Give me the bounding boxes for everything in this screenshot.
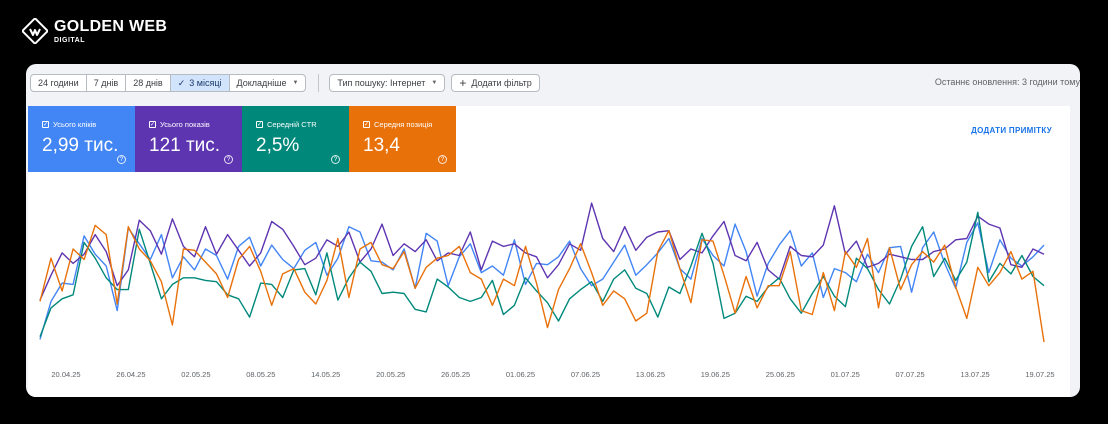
series-line-2 bbox=[39, 211, 1045, 338]
x-tick-label: 19.07.25 bbox=[1025, 370, 1054, 379]
help-icon[interactable]: ? bbox=[331, 155, 340, 164]
add-filter-button[interactable]: + Додати фільтр bbox=[451, 74, 540, 92]
plus-icon: + bbox=[459, 76, 467, 90]
metric-impressions-value: 121 тис. bbox=[149, 135, 221, 156]
x-tick-label: 07.07.25 bbox=[895, 370, 924, 379]
brand-name: GOLDEN WEB bbox=[54, 17, 168, 35]
caret-down-icon: ▼ bbox=[292, 80, 299, 86]
metric-impressions-card[interactable]: ✓ Усього показів 121 тис. ? bbox=[135, 106, 242, 172]
x-tick-label: 20.04.25 bbox=[51, 370, 80, 379]
toolbar: 24 години 7 днів 28 днів ✓ 3 місяці Докла… bbox=[30, 74, 546, 92]
range-3m-button[interactable]: ✓ 3 місяці bbox=[170, 75, 230, 91]
brand-subtitle: DIGITAL bbox=[54, 36, 85, 44]
checkbox-checked-icon[interactable]: ✓ bbox=[149, 121, 156, 128]
series-line-3 bbox=[39, 224, 1045, 343]
x-tick-label: 02.05.25 bbox=[181, 370, 210, 379]
x-tick-label: 08.05.25 bbox=[246, 370, 275, 379]
x-tick-label: 13.07.25 bbox=[960, 370, 989, 379]
metric-clicks-card[interactable]: ✓ Усього кліків 2,99 тис. ? bbox=[28, 106, 135, 172]
metric-ctr-card[interactable]: ✓ Середній CTR 2,5% ? bbox=[242, 106, 349, 172]
caret-down-icon: ▼ bbox=[431, 80, 438, 86]
checkbox-checked-icon[interactable]: ✓ bbox=[363, 121, 370, 128]
divider bbox=[318, 74, 320, 92]
x-tick-label: 26.05.25 bbox=[441, 370, 470, 379]
x-tick-label: 19.06.25 bbox=[701, 370, 730, 379]
x-tick-label: 25.06.25 bbox=[766, 370, 795, 379]
help-icon[interactable]: ? bbox=[224, 155, 233, 164]
metric-ctr-value: 2,5% bbox=[256, 135, 300, 156]
series-line-0 bbox=[39, 222, 1045, 340]
range-7d-button[interactable]: 7 днів bbox=[87, 75, 127, 91]
metric-position-value: 13,4 bbox=[363, 135, 400, 156]
search-console-card: 24 години 7 днів 28 днів ✓ 3 місяці Докла… bbox=[26, 64, 1080, 397]
range-28d-button[interactable]: 28 днів bbox=[126, 75, 171, 91]
check-icon: ✓ bbox=[177, 77, 186, 88]
last-update-text: Останнє оновлення: 3 години тому bbox=[934, 77, 1080, 87]
search-type-dropdown[interactable]: Тип пошуку: Інтернет ▼ bbox=[329, 74, 446, 92]
x-tick-label: 20.05.25 bbox=[376, 370, 405, 379]
metric-clicks-value: 2,99 тис. bbox=[42, 135, 119, 156]
x-tick-label: 01.07.25 bbox=[831, 370, 860, 379]
checkbox-checked-icon[interactable]: ✓ bbox=[42, 121, 49, 128]
range-24h-button[interactable]: 24 години bbox=[31, 75, 87, 91]
help-icon[interactable]: ? bbox=[438, 155, 447, 164]
metric-position-card[interactable]: ✓ Середня позиція 13,4 ? bbox=[349, 106, 456, 172]
add-note-button[interactable]: ДОДАТИ ПРИМІТКУ bbox=[971, 126, 1052, 135]
x-tick-label: 01.06.25 bbox=[506, 370, 535, 379]
range-more-dropdown[interactable]: Докладніше ▼ bbox=[236, 78, 299, 88]
x-tick-label: 14.05.25 bbox=[311, 370, 340, 379]
x-tick-label: 13.06.25 bbox=[636, 370, 665, 379]
x-tick-label: 07.06.25 bbox=[571, 370, 600, 379]
golden-web-logo-icon bbox=[22, 18, 48, 44]
x-tick-label: 26.04.25 bbox=[116, 370, 145, 379]
series-line-1 bbox=[39, 202, 1045, 301]
brand: GOLDEN WEB DIGITAL bbox=[22, 18, 167, 44]
performance-panel: ✓ Усього кліків 2,99 тис. ? ✓ Усього показ… bbox=[28, 106, 1070, 397]
performance-line-chart: 20.04.25 26.04.25 02.05.25 08.05.25 14.05.25… bbox=[39, 202, 1055, 379]
date-range-selector: 24 години 7 днів 28 днів ✓ 3 місяці Докла… bbox=[30, 74, 307, 92]
help-icon[interactable]: ? bbox=[117, 155, 126, 164]
checkbox-checked-icon[interactable]: ✓ bbox=[256, 121, 263, 128]
